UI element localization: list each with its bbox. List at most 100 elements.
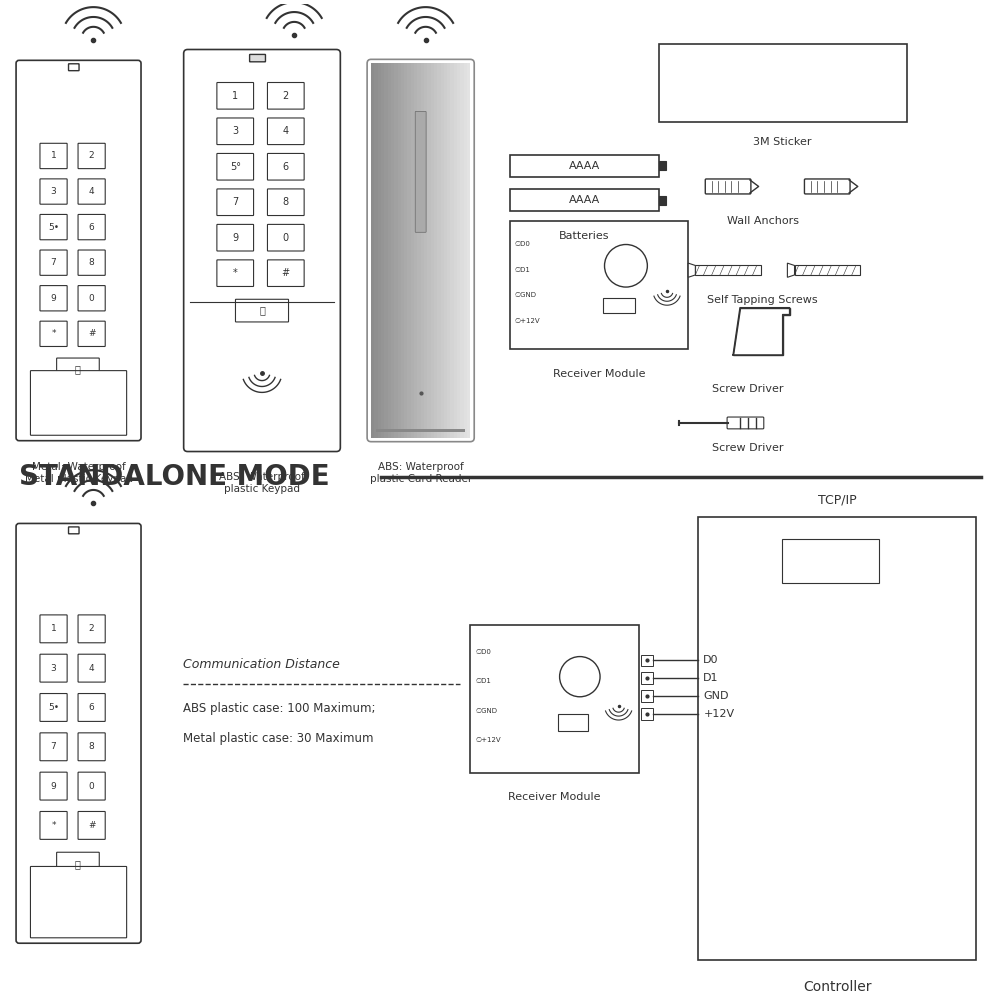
- FancyBboxPatch shape: [78, 654, 105, 682]
- Text: 3: 3: [232, 126, 238, 136]
- FancyBboxPatch shape: [78, 772, 105, 800]
- Text: 3M Sticker: 3M Sticker: [753, 137, 812, 147]
- FancyBboxPatch shape: [30, 371, 127, 435]
- Bar: [384, 63, 388, 438]
- FancyBboxPatch shape: [267, 260, 304, 286]
- Text: 7: 7: [51, 742, 56, 751]
- Text: +12V: +12V: [703, 709, 734, 719]
- Bar: [437, 63, 441, 438]
- Bar: [431, 63, 434, 438]
- FancyBboxPatch shape: [40, 615, 67, 643]
- Bar: [374, 63, 378, 438]
- Bar: [457, 63, 460, 438]
- FancyBboxPatch shape: [78, 321, 105, 346]
- Bar: [454, 63, 457, 438]
- Text: Controller: Controller: [803, 980, 871, 994]
- Text: 7: 7: [51, 258, 56, 267]
- Text: 7: 7: [232, 197, 238, 207]
- Text: 6: 6: [89, 703, 95, 712]
- Bar: [434, 63, 437, 438]
- FancyBboxPatch shape: [267, 83, 304, 109]
- Bar: [782, 539, 879, 583]
- Bar: [424, 63, 427, 438]
- Text: 2: 2: [89, 151, 94, 160]
- Text: ∅D1: ∅D1: [475, 678, 491, 684]
- Bar: [407, 63, 411, 438]
- FancyBboxPatch shape: [40, 694, 67, 721]
- Bar: [641, 690, 653, 702]
- Text: 4: 4: [89, 187, 94, 196]
- Bar: [698, 517, 976, 960]
- FancyBboxPatch shape: [40, 214, 67, 240]
- Text: ∅+12V: ∅+12V: [515, 318, 540, 324]
- Bar: [558, 714, 588, 731]
- FancyBboxPatch shape: [16, 523, 141, 943]
- Polygon shape: [733, 308, 790, 355]
- Text: 8: 8: [283, 197, 289, 207]
- FancyBboxPatch shape: [267, 189, 304, 216]
- FancyBboxPatch shape: [267, 118, 304, 145]
- Bar: [441, 63, 444, 438]
- FancyBboxPatch shape: [16, 60, 141, 441]
- Bar: [398, 63, 401, 438]
- Text: Screw Driver: Screw Driver: [712, 384, 784, 394]
- Text: 0: 0: [89, 782, 95, 791]
- FancyBboxPatch shape: [705, 179, 751, 194]
- FancyBboxPatch shape: [217, 83, 254, 109]
- Bar: [510, 155, 659, 177]
- Text: D1: D1: [703, 673, 719, 683]
- Text: 5°: 5°: [230, 162, 241, 172]
- Bar: [401, 63, 404, 438]
- Text: 3: 3: [51, 664, 56, 673]
- Text: Wall Anchors: Wall Anchors: [727, 216, 799, 226]
- Text: ABS: Waterproof
plastic Keypad: ABS: Waterproof plastic Keypad: [219, 472, 305, 494]
- FancyBboxPatch shape: [184, 49, 340, 452]
- Bar: [460, 63, 464, 438]
- Text: 1: 1: [51, 151, 56, 160]
- Text: 9: 9: [51, 294, 56, 303]
- Text: *: *: [51, 329, 56, 338]
- FancyBboxPatch shape: [470, 625, 639, 773]
- Bar: [394, 63, 398, 438]
- FancyBboxPatch shape: [727, 417, 764, 429]
- Bar: [421, 63, 424, 438]
- FancyBboxPatch shape: [40, 733, 67, 761]
- Bar: [464, 63, 467, 438]
- Text: 5•: 5•: [48, 223, 59, 232]
- FancyBboxPatch shape: [57, 358, 99, 380]
- Text: AAAA: AAAA: [569, 161, 600, 171]
- Text: Self Tapping Screws: Self Tapping Screws: [707, 295, 818, 305]
- Polygon shape: [688, 263, 695, 277]
- Text: Receiver Module: Receiver Module: [508, 792, 601, 802]
- Text: ∅GND: ∅GND: [515, 292, 537, 298]
- Bar: [381, 63, 384, 438]
- Bar: [378, 63, 381, 438]
- FancyBboxPatch shape: [235, 299, 289, 322]
- Text: 9: 9: [232, 233, 238, 243]
- Bar: [371, 63, 374, 438]
- Text: ∅D0: ∅D0: [475, 649, 491, 655]
- FancyBboxPatch shape: [57, 852, 99, 876]
- Text: #: #: [88, 821, 95, 830]
- Text: ABS plastic case: 100 Maximum;: ABS plastic case: 100 Maximum;: [183, 702, 375, 715]
- Bar: [603, 298, 635, 313]
- Bar: [417, 63, 421, 438]
- Text: 6: 6: [283, 162, 289, 172]
- Text: #: #: [88, 329, 95, 338]
- Bar: [641, 708, 653, 720]
- FancyBboxPatch shape: [78, 143, 105, 169]
- Bar: [391, 63, 394, 438]
- Text: ␇: ␇: [259, 306, 265, 316]
- FancyBboxPatch shape: [78, 286, 105, 311]
- FancyBboxPatch shape: [217, 260, 254, 286]
- FancyBboxPatch shape: [415, 111, 426, 232]
- Bar: [659, 161, 666, 170]
- Text: D0: D0: [703, 655, 719, 665]
- FancyBboxPatch shape: [69, 527, 79, 534]
- FancyBboxPatch shape: [40, 286, 67, 311]
- Bar: [795, 265, 860, 275]
- Text: ∅GND: ∅GND: [475, 708, 497, 714]
- FancyBboxPatch shape: [78, 733, 105, 761]
- Bar: [510, 189, 659, 211]
- Text: 0: 0: [283, 233, 289, 243]
